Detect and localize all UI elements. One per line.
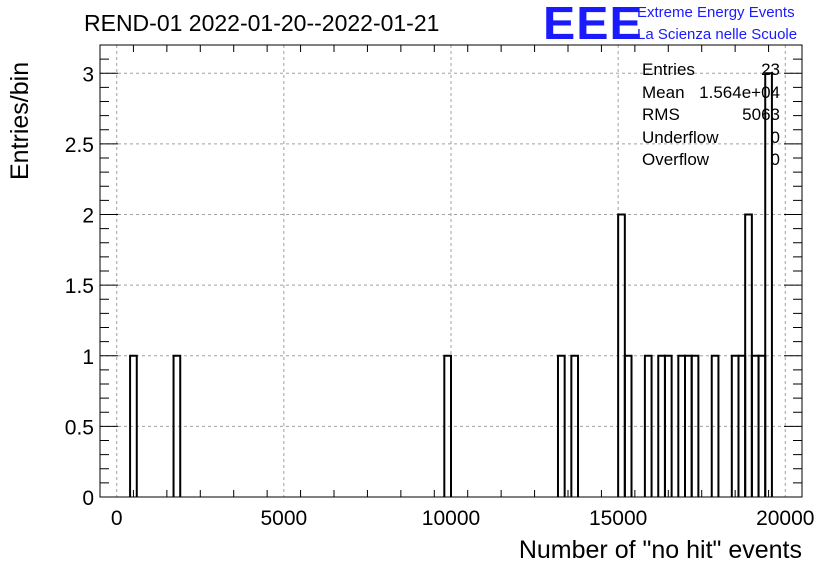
x-tick-label: 10000 bbox=[422, 507, 480, 530]
stats-row: Underflow 0 bbox=[642, 128, 780, 151]
stats-value: 5063 bbox=[742, 105, 780, 124]
stats-label: Entries bbox=[642, 60, 695, 79]
histogram-bin bbox=[570, 354, 580, 497]
y-tick-label: 0 bbox=[82, 487, 94, 510]
y-tick-label: 2.5 bbox=[65, 134, 94, 157]
stats-row: Mean 1.564e+04 bbox=[642, 83, 780, 106]
stats-label: Underflow bbox=[642, 127, 719, 147]
eee-logo-mark: EEE bbox=[543, 0, 643, 49]
histogram-bin bbox=[764, 72, 773, 497]
stats-row: Entries 23 bbox=[642, 60, 780, 83]
y-tick-label: 2 bbox=[82, 205, 94, 228]
histogram-bin bbox=[443, 354, 452, 497]
stats-label: RMS bbox=[642, 105, 680, 124]
x-tick-label: 0 bbox=[111, 507, 123, 530]
eee-logo-line2: La Scienza nelle Scuole bbox=[637, 26, 798, 43]
stats-label: Overflow bbox=[642, 150, 710, 169]
x-tick-label: 15000 bbox=[589, 507, 647, 530]
stats-value: 0 bbox=[770, 150, 780, 169]
histogram-bin bbox=[172, 354, 182, 497]
y-tick-label: 3 bbox=[82, 63, 94, 86]
histogram-bin bbox=[710, 354, 720, 497]
y-tick-label: 1 bbox=[82, 346, 94, 369]
histogram-bin bbox=[129, 354, 138, 497]
stats-value: 0 bbox=[770, 127, 780, 147]
chart-title: REND-01 2022-01-20--2022-01-21 bbox=[84, 10, 440, 36]
x-tick-label: 5000 bbox=[260, 507, 307, 530]
histogram-bin bbox=[663, 354, 673, 497]
stats-label: Mean bbox=[642, 82, 685, 102]
y-axis-label: Entries/bin bbox=[6, 61, 34, 180]
histogram-bin bbox=[690, 354, 700, 497]
histogram-bin bbox=[643, 354, 653, 497]
stats-value: 1.564e+04 bbox=[699, 82, 780, 102]
stats-row: Overflow 0 bbox=[642, 150, 780, 173]
y-tick-label: 1.5 bbox=[65, 275, 94, 298]
x-axis-label: Number of "no hit" events bbox=[518, 536, 802, 564]
histogram-bin bbox=[556, 354, 566, 497]
histogram-bin bbox=[623, 354, 633, 497]
stats-value: 23 bbox=[761, 60, 780, 79]
eee-logo-line1: Extreme Energy Events bbox=[637, 4, 795, 21]
x-tick-label: 20000 bbox=[756, 507, 814, 530]
stats-box: Entries 23 Mean 1.564e+04 RMS 5063 Underflow 0 O… bbox=[642, 60, 780, 173]
y-tick-label: 0.5 bbox=[65, 416, 94, 439]
stats-row: RMS 5063 bbox=[642, 105, 780, 128]
